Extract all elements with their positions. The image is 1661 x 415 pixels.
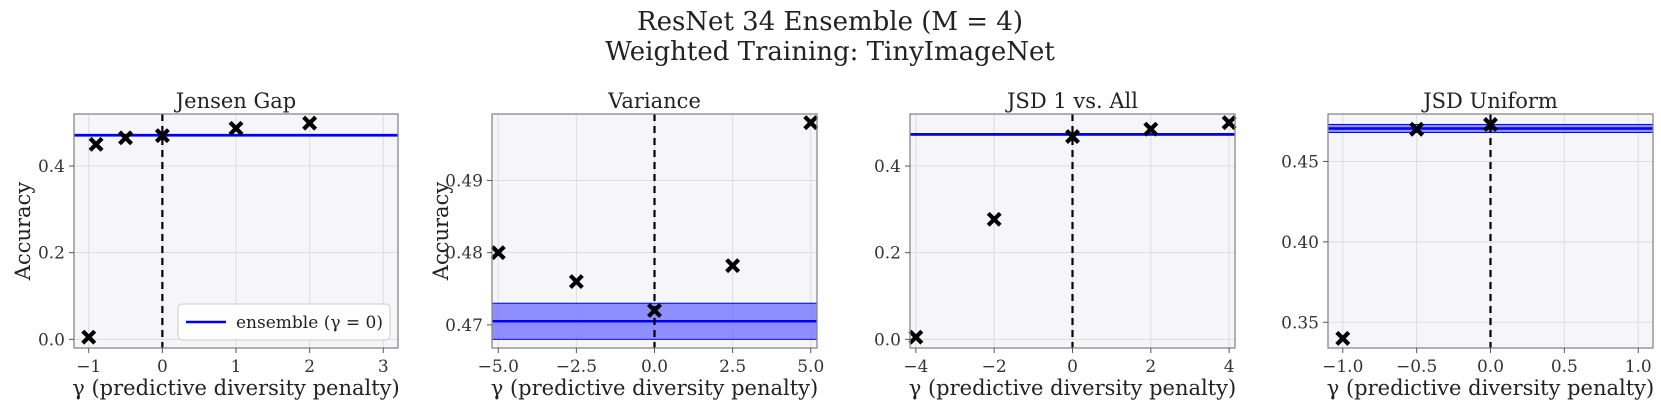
x-tick-label: 2 <box>1145 357 1156 377</box>
x-tick-label: 2.5 <box>719 357 746 377</box>
x-tick-label: −1.0 <box>1322 357 1363 377</box>
y-tick-label: 0.48 <box>445 244 483 264</box>
data-point-marker <box>1335 330 1351 346</box>
x-tick-label: −4 <box>903 357 928 377</box>
y-tick-label: 0.4 <box>38 157 65 177</box>
figure-title-line2: Weighted Training: TinyImageNet <box>605 37 1055 67</box>
panel-title: Jensen Gap <box>174 89 297 113</box>
x-tick-label: 3 <box>378 357 389 377</box>
x-tick-label: 5.0 <box>797 357 824 377</box>
x-tick-label: 2 <box>304 357 315 377</box>
panel-variance: −5.0 −2.5 0.0 2.5 5.0 0.47 0.48 0.49 Variance γ (… <box>429 89 824 400</box>
x-tick-label: −2.5 <box>556 357 597 377</box>
panel-title: JSD Uniform <box>1421 89 1558 113</box>
x-axis-label: γ (predictive diversity penalty) <box>1327 376 1654 400</box>
data-point-marker <box>803 115 819 131</box>
data-point-marker <box>1221 115 1237 131</box>
panel-jsd-uniform: −1.0 −0.5 0.0 0.5 1.0 0.35 0.40 0.45 JSD Uniform… <box>1281 89 1654 400</box>
x-tick-label: −0.5 <box>1396 357 1437 377</box>
panel-title: Variance <box>607 89 701 113</box>
x-tick-label: 1.0 <box>1625 357 1652 377</box>
legend-box <box>177 303 391 341</box>
panel-title: JSD 1 vs. All <box>1005 89 1138 113</box>
x-tick-label: 0.0 <box>1477 357 1504 377</box>
panel-jensen-gap: −1 0 1 2 3 0.0 0.2 0.4 Jensen Gap γ (predictive d… <box>11 89 400 400</box>
y-tick-label: 0.45 <box>1281 152 1319 172</box>
data-point-marker <box>725 258 741 274</box>
data-point-marker <box>154 128 170 144</box>
x-tick-label: −1 <box>76 357 101 377</box>
x-tick-label: 0 <box>157 357 168 377</box>
y-axis-label: Accuracy <box>11 182 35 282</box>
data-point-marker <box>1143 121 1159 137</box>
data-point-marker <box>986 211 1002 227</box>
data-point-marker <box>1409 121 1425 137</box>
y-tick-label: 0.2 <box>38 244 65 264</box>
x-tick-label: 0 <box>1067 357 1078 377</box>
data-point-marker <box>908 329 924 345</box>
figure-title-line1: ResNet 34 Ensemble (M = 4) <box>637 7 1023 37</box>
data-point-marker <box>302 115 318 131</box>
x-tick-label: −5.0 <box>478 357 519 377</box>
data-point-marker <box>647 302 662 318</box>
x-tick-label: −2 <box>982 357 1007 377</box>
x-axis-label: γ (predictive diversity penalty) <box>491 376 818 400</box>
y-tick-label: 0.0 <box>874 330 901 350</box>
x-axis-label: γ (predictive diversity penalty) <box>72 376 399 400</box>
y-tick-label: 0.49 <box>445 171 483 191</box>
y-tick-label: 0.35 <box>1281 313 1319 333</box>
y-axis-label: Accuracy <box>429 182 453 282</box>
x-tick-label: 0.0 <box>641 357 668 377</box>
y-tick-label: 0.0 <box>38 330 65 350</box>
x-tick-label: 1 <box>231 357 242 377</box>
y-tick-label: 0.47 <box>445 316 483 336</box>
x-tick-label: 0.5 <box>1551 357 1578 377</box>
data-point-marker <box>228 120 244 136</box>
x-axis-label: γ (predictive diversity penalty) <box>909 376 1236 400</box>
data-point-marker <box>490 245 506 261</box>
y-tick-label: 0.40 <box>1281 233 1319 253</box>
data-point-marker <box>118 130 134 146</box>
data-point-marker <box>1483 116 1498 132</box>
data-point-marker <box>1065 129 1080 145</box>
data-point-marker <box>81 329 97 345</box>
y-tick-label: 0.4 <box>874 157 901 177</box>
legend-label: ensemble (γ = 0) <box>236 313 383 333</box>
y-tick-label: 0.2 <box>874 244 901 264</box>
data-point-marker <box>88 136 104 152</box>
panel-jsd-1-vs-all: −4 −2 0 2 4 0.0 0.2 0.4 JSD 1 vs. All γ (predicti… <box>874 89 1237 400</box>
data-point-marker <box>568 274 584 290</box>
x-tick-label: 4 <box>1224 357 1235 377</box>
